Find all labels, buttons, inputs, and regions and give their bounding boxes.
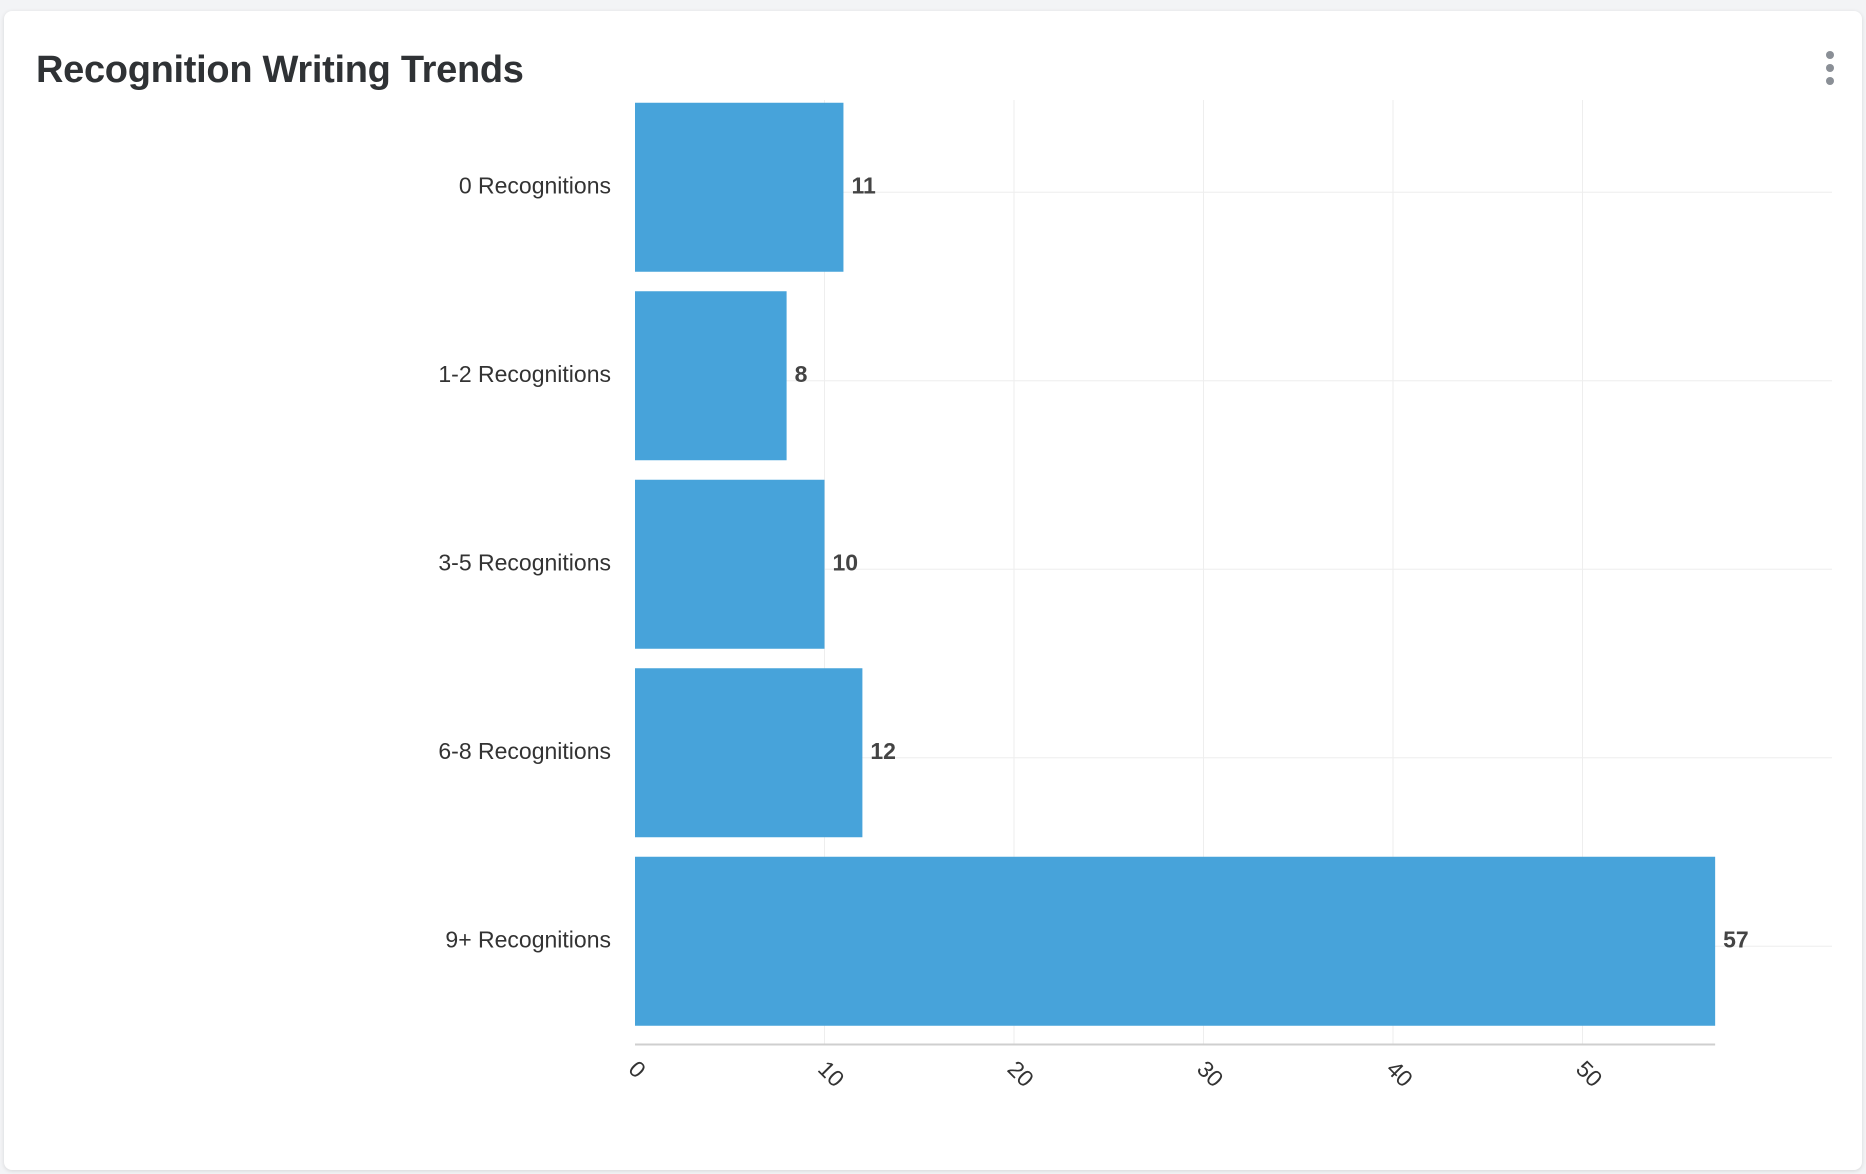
x-tick-label: 50 (1571, 1056, 1607, 1092)
chart-title: Recognition Writing Trends (36, 49, 524, 91)
category-label: 9+ Recognitions (445, 926, 611, 952)
menu-dot (1826, 64, 1834, 72)
more-options-icon[interactable] (1818, 47, 1842, 91)
bar (635, 856, 1716, 1026)
category-label: 3-5 Recognitions (438, 549, 611, 575)
data-label: 11 (851, 172, 876, 198)
bar (635, 102, 844, 272)
data-label: 8 (795, 361, 808, 387)
bar (635, 291, 787, 461)
x-tick-label: 0 (624, 1056, 651, 1083)
data-label: 57 (1723, 926, 1749, 952)
x-tick-label: 20 (1003, 1056, 1039, 1092)
menu-dot (1826, 77, 1834, 85)
data-label: 10 (833, 549, 859, 575)
category-label: 0 Recognitions (459, 172, 611, 198)
data-label: 12 (870, 738, 896, 764)
x-tick-label: 40 (1382, 1056, 1418, 1092)
category-label: 6-8 Recognitions (438, 738, 611, 764)
x-tick-label: 10 (813, 1056, 849, 1092)
bar (635, 668, 863, 838)
menu-dot (1826, 51, 1834, 59)
x-tick-label: 30 (1192, 1056, 1228, 1092)
bar (635, 479, 825, 649)
category-label: 1-2 Recognitions (438, 361, 611, 387)
